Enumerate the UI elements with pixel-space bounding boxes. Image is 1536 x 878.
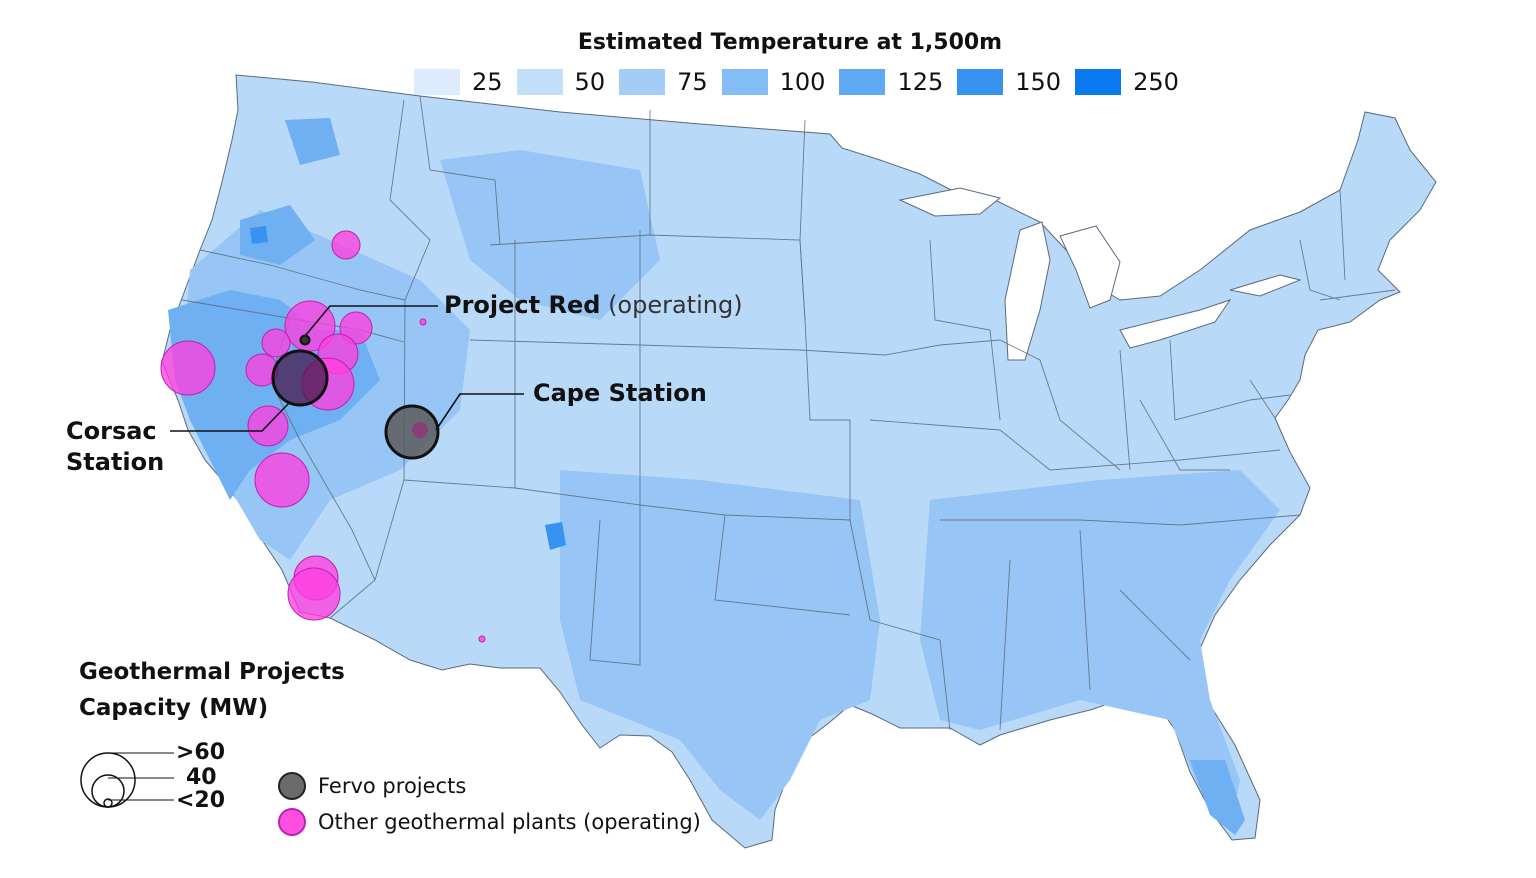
temperature-bin-label: 75 (677, 68, 708, 96)
temperature-swatch (957, 69, 1004, 95)
category-other: Other geothermal plants (operating) (278, 804, 701, 840)
temperature-bin: 100 (721, 68, 826, 96)
temp-zone-100 (1190, 760, 1245, 835)
temperature-swatch (516, 69, 563, 95)
temperature-bin: 150 (957, 68, 1061, 96)
temperature-bin: 25 (414, 68, 503, 96)
capacity-title-line2: Capacity (MW) (79, 695, 269, 721)
corsac-line1: Corsac (66, 417, 157, 445)
temp-zone-75 (440, 150, 660, 320)
temperature-swatch (619, 69, 666, 95)
temp-zone-100 (240, 205, 315, 265)
state-borders (181, 95, 1396, 731)
temperature-swatch (414, 69, 460, 95)
capacity-size-label: 40 (186, 765, 217, 790)
other-plant-marker (331, 230, 361, 260)
temp-zone-100 (285, 118, 340, 165)
temperature-swatch (839, 69, 886, 95)
project-red-label: Project Red (operating) (444, 291, 743, 319)
temp-zone-150 (250, 226, 268, 244)
temperature-bin: 250 (1075, 68, 1179, 96)
cape-station-marker (384, 404, 440, 460)
temperature-bin-label: 250 (1133, 68, 1179, 96)
temperature-swatch (1075, 69, 1122, 95)
fervo-label: Fervo projects (318, 774, 467, 798)
cape-station-inner (412, 422, 428, 438)
other-plant-marker (261, 328, 291, 358)
cape-station-label: Cape Station (533, 379, 707, 407)
other-plant-marker (478, 635, 486, 643)
other-plants-label: Other geothermal plants (operating) (318, 810, 701, 834)
cape-station-name: Cape Station (533, 379, 707, 407)
project-red-status: (operating) (608, 291, 743, 319)
fervo-swatch (278, 772, 306, 800)
other-plants-swatch (278, 808, 306, 836)
temperature-bin: 75 (619, 68, 708, 96)
temperature-bin: 50 (516, 68, 606, 96)
capacity-size-legend: >60 40 <20 (76, 740, 236, 820)
leader-lines (170, 305, 524, 432)
other-plant-marker (339, 311, 373, 345)
temp-zone-150 (545, 522, 566, 550)
other-plant-marker (419, 318, 427, 326)
fervo-projects (271, 334, 440, 460)
capacity-size-label: >60 (176, 740, 226, 765)
capacity-legend-title: Geothermal Projects Capacity (MW) (79, 654, 345, 726)
temperature-bin-label: 50 (574, 68, 606, 96)
capacity-size-label: <20 (176, 788, 226, 813)
corsac-line2: Station (66, 448, 165, 476)
capacity-circles (80, 752, 174, 808)
corsac-station-label: Corsac Station (66, 416, 164, 478)
temperature-bin-label: 100 (779, 68, 826, 96)
corsac-station-marker (271, 349, 329, 407)
other-plant-marker (247, 405, 289, 447)
category-legend: Fervo projects Other geothermal plants (… (278, 768, 701, 840)
temperature-bin-label: 125 (897, 68, 944, 96)
temperature-legend-title: Estimated Temperature at 1,500m (577, 30, 1003, 55)
temperature-bin-label: 150 (1015, 68, 1062, 96)
temperature-bin-label: 25 (472, 68, 503, 96)
temperature-bin: 125 (839, 68, 943, 96)
project-red-name: Project Red (444, 291, 601, 319)
other-plants (160, 230, 486, 643)
project-red-marker (299, 334, 311, 346)
capacity-title-line1: Geothermal Projects (79, 659, 345, 685)
other-plant-marker (284, 300, 336, 352)
other-plant-marker (254, 452, 310, 508)
category-fervo: Fervo projects (278, 768, 701, 804)
temperature-scale: 25 50 75 100 125 150 250 (414, 68, 1193, 96)
other-plant-marker (287, 567, 341, 621)
great-lakes (898, 187, 1302, 361)
other-plant-marker (160, 340, 216, 396)
temperature-swatch (721, 69, 768, 95)
